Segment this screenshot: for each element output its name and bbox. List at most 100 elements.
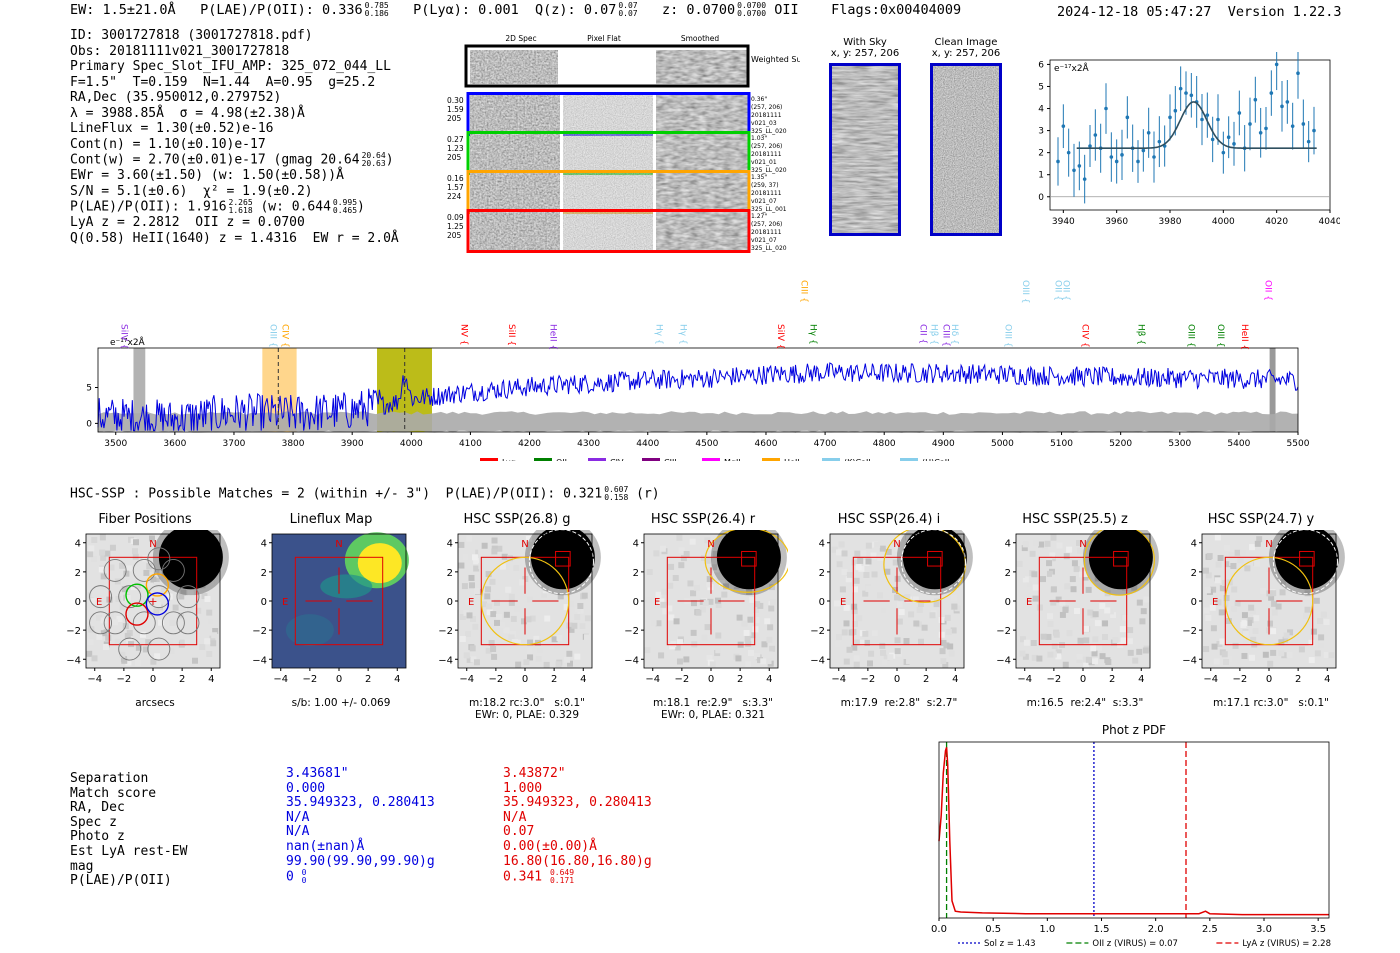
image-noise [1030, 640, 1037, 647]
spectrum-xtick-label: 4200 [518, 439, 541, 449]
image-noise [880, 607, 887, 614]
row-2d [470, 212, 560, 250]
b-match-score: 1.000 [503, 780, 543, 796]
image-noise [715, 647, 722, 654]
row-right-stat: 325_LL_001 [751, 206, 787, 213]
image-noise [887, 654, 894, 661]
image-noise [918, 638, 925, 645]
image-noise [913, 620, 920, 627]
image-noise [929, 612, 936, 619]
image-noise [489, 578, 496, 585]
image-noise [574, 606, 581, 613]
image-noise [768, 605, 775, 612]
image-noise [95, 614, 102, 621]
image-noise [719, 580, 726, 587]
row-left-stat: 0.09 [447, 213, 464, 222]
image-noise [1127, 649, 1134, 656]
image-noise [1062, 661, 1069, 668]
image-noise [508, 634, 515, 641]
catalog-ellipse [528, 530, 594, 595]
image-noise [1019, 650, 1026, 657]
image-noise [1250, 636, 1257, 643]
ytick-label: −2 [252, 626, 267, 637]
image-noise [769, 645, 776, 652]
spectrum-ytick-label: 5 [86, 383, 92, 393]
image-noise [894, 637, 901, 644]
image-noise [1248, 604, 1255, 611]
row-left-stat: 1.57 [447, 183, 464, 192]
image-noise [655, 591, 662, 598]
fit-model-curve [1076, 101, 1317, 149]
ytick-label: 0 [447, 597, 453, 608]
image-noise [1105, 658, 1112, 665]
row-left-stat: 1.23 [447, 144, 464, 153]
image-noise [1218, 609, 1225, 616]
compass-e: E [282, 597, 288, 608]
image-noise [1314, 650, 1321, 657]
qz-hi: 0.07 [618, 1, 638, 10]
image-noise [1205, 572, 1212, 579]
image-noise [1202, 567, 1209, 574]
image-noise [98, 566, 105, 573]
image-noise [916, 607, 923, 614]
image-noise [1260, 587, 1267, 594]
image-noise [1040, 633, 1047, 640]
fit-data-point [1232, 142, 1236, 146]
full-spectrum-chart: 0 5 3500 3600 3700 3800 3900 4000 4100 4200 4300 44… [86, 280, 1310, 461]
panel-title: Lineflux Map [289, 512, 373, 527]
image-noise [1094, 620, 1101, 627]
image-noise [948, 650, 955, 657]
image-noise [1283, 632, 1290, 639]
image-noise [754, 653, 761, 660]
image-noise [91, 655, 98, 662]
image-noise [745, 640, 752, 647]
spectrum-xtick-label: 4800 [873, 439, 896, 449]
image-noise [862, 590, 869, 597]
bright-halo [1268, 530, 1345, 596]
fiber-red [125, 602, 149, 626]
ytick-label: 2 [819, 568, 825, 579]
image-noise [862, 630, 869, 637]
image-noise [1031, 571, 1038, 578]
line-fit-chart: 0 1 2 3 4 5 6 3940 3960 3980 4000 4020 4040 e⁻¹⁷x2Å [1038, 52, 1340, 227]
b-radec: 35.949323, 0.280413 [503, 795, 652, 811]
row-right-stat: 325_LL_020 [751, 167, 787, 174]
a-plae-value: 0 [286, 869, 294, 885]
plya-value: P(Lyα): 0.001 [413, 2, 519, 18]
image-noise [91, 591, 98, 598]
image-noise [939, 648, 946, 655]
fit-data-point [1168, 115, 1172, 120]
image-noise [470, 656, 477, 663]
row-smooth [656, 212, 748, 250]
image-noise [1085, 656, 1092, 663]
image-noise [743, 629, 750, 636]
image-noise [1310, 628, 1317, 635]
image-noise [765, 658, 772, 665]
ytick-label: 4 [261, 539, 267, 550]
image-noise [1254, 540, 1261, 547]
xtick-label: −4 [1017, 674, 1032, 685]
image-noise [1231, 586, 1238, 593]
image-noise [505, 657, 512, 664]
row-left-stat: 0.30 [447, 96, 464, 105]
image-noise [471, 554, 478, 561]
label-radec: RA, Dec [70, 800, 125, 816]
fit-data-point [1146, 130, 1151, 135]
legend-label: OII [556, 458, 567, 461]
image-noise [954, 605, 961, 612]
image-noise [1083, 637, 1090, 644]
image-noise [124, 595, 131, 602]
image-noise [1249, 608, 1256, 615]
bright-halo [896, 530, 973, 596]
legend-swatch [588, 458, 606, 461]
image-noise [912, 596, 919, 603]
image-noise [1213, 658, 1220, 665]
image-noise [1062, 606, 1069, 613]
image-noise [851, 603, 858, 610]
image-noise [486, 603, 493, 610]
image-noise [922, 584, 929, 591]
image-noise [884, 568, 891, 575]
center-plus: + [148, 595, 157, 608]
image-noise [1262, 651, 1269, 658]
legend-label: HeII [784, 458, 800, 461]
